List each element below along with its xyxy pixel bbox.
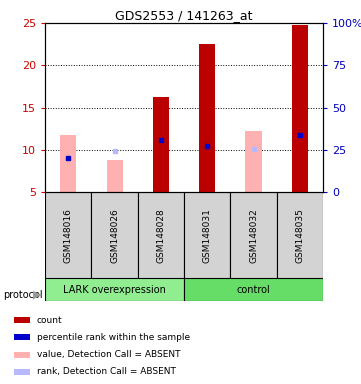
Bar: [45, 192, 91, 278]
Bar: [153, 98, 169, 192]
Bar: [45, 278, 184, 301]
Text: GSM148031: GSM148031: [203, 208, 212, 263]
Bar: [184, 192, 230, 278]
Text: GSM148016: GSM148016: [64, 208, 73, 263]
Bar: [277, 192, 323, 278]
Text: ▶: ▶: [33, 290, 42, 300]
Text: GSM148028: GSM148028: [156, 208, 165, 263]
Title: GDS2553 / 141263_at: GDS2553 / 141263_at: [116, 9, 253, 22]
Bar: [230, 192, 277, 278]
Bar: [91, 192, 138, 278]
Bar: [292, 25, 308, 192]
Text: rank, Detection Call = ABSENT: rank, Detection Call = ABSENT: [37, 367, 176, 376]
Bar: [184, 278, 323, 301]
Bar: [106, 160, 123, 192]
Text: percentile rank within the sample: percentile rank within the sample: [37, 333, 190, 342]
Bar: [138, 192, 184, 278]
Bar: [199, 44, 216, 192]
Text: value, Detection Call = ABSENT: value, Detection Call = ABSENT: [37, 350, 180, 359]
Bar: [14, 352, 30, 358]
Text: GSM148026: GSM148026: [110, 208, 119, 263]
Text: control: control: [237, 285, 270, 295]
Bar: [14, 317, 30, 323]
Bar: [14, 369, 30, 375]
Text: GSM148035: GSM148035: [295, 208, 304, 263]
Text: count: count: [37, 316, 62, 325]
Text: LARK overexpression: LARK overexpression: [63, 285, 166, 295]
Bar: [14, 334, 30, 341]
Bar: [60, 136, 77, 192]
Text: GSM148032: GSM148032: [249, 208, 258, 263]
Bar: [245, 131, 262, 192]
Text: protocol: protocol: [4, 290, 43, 300]
